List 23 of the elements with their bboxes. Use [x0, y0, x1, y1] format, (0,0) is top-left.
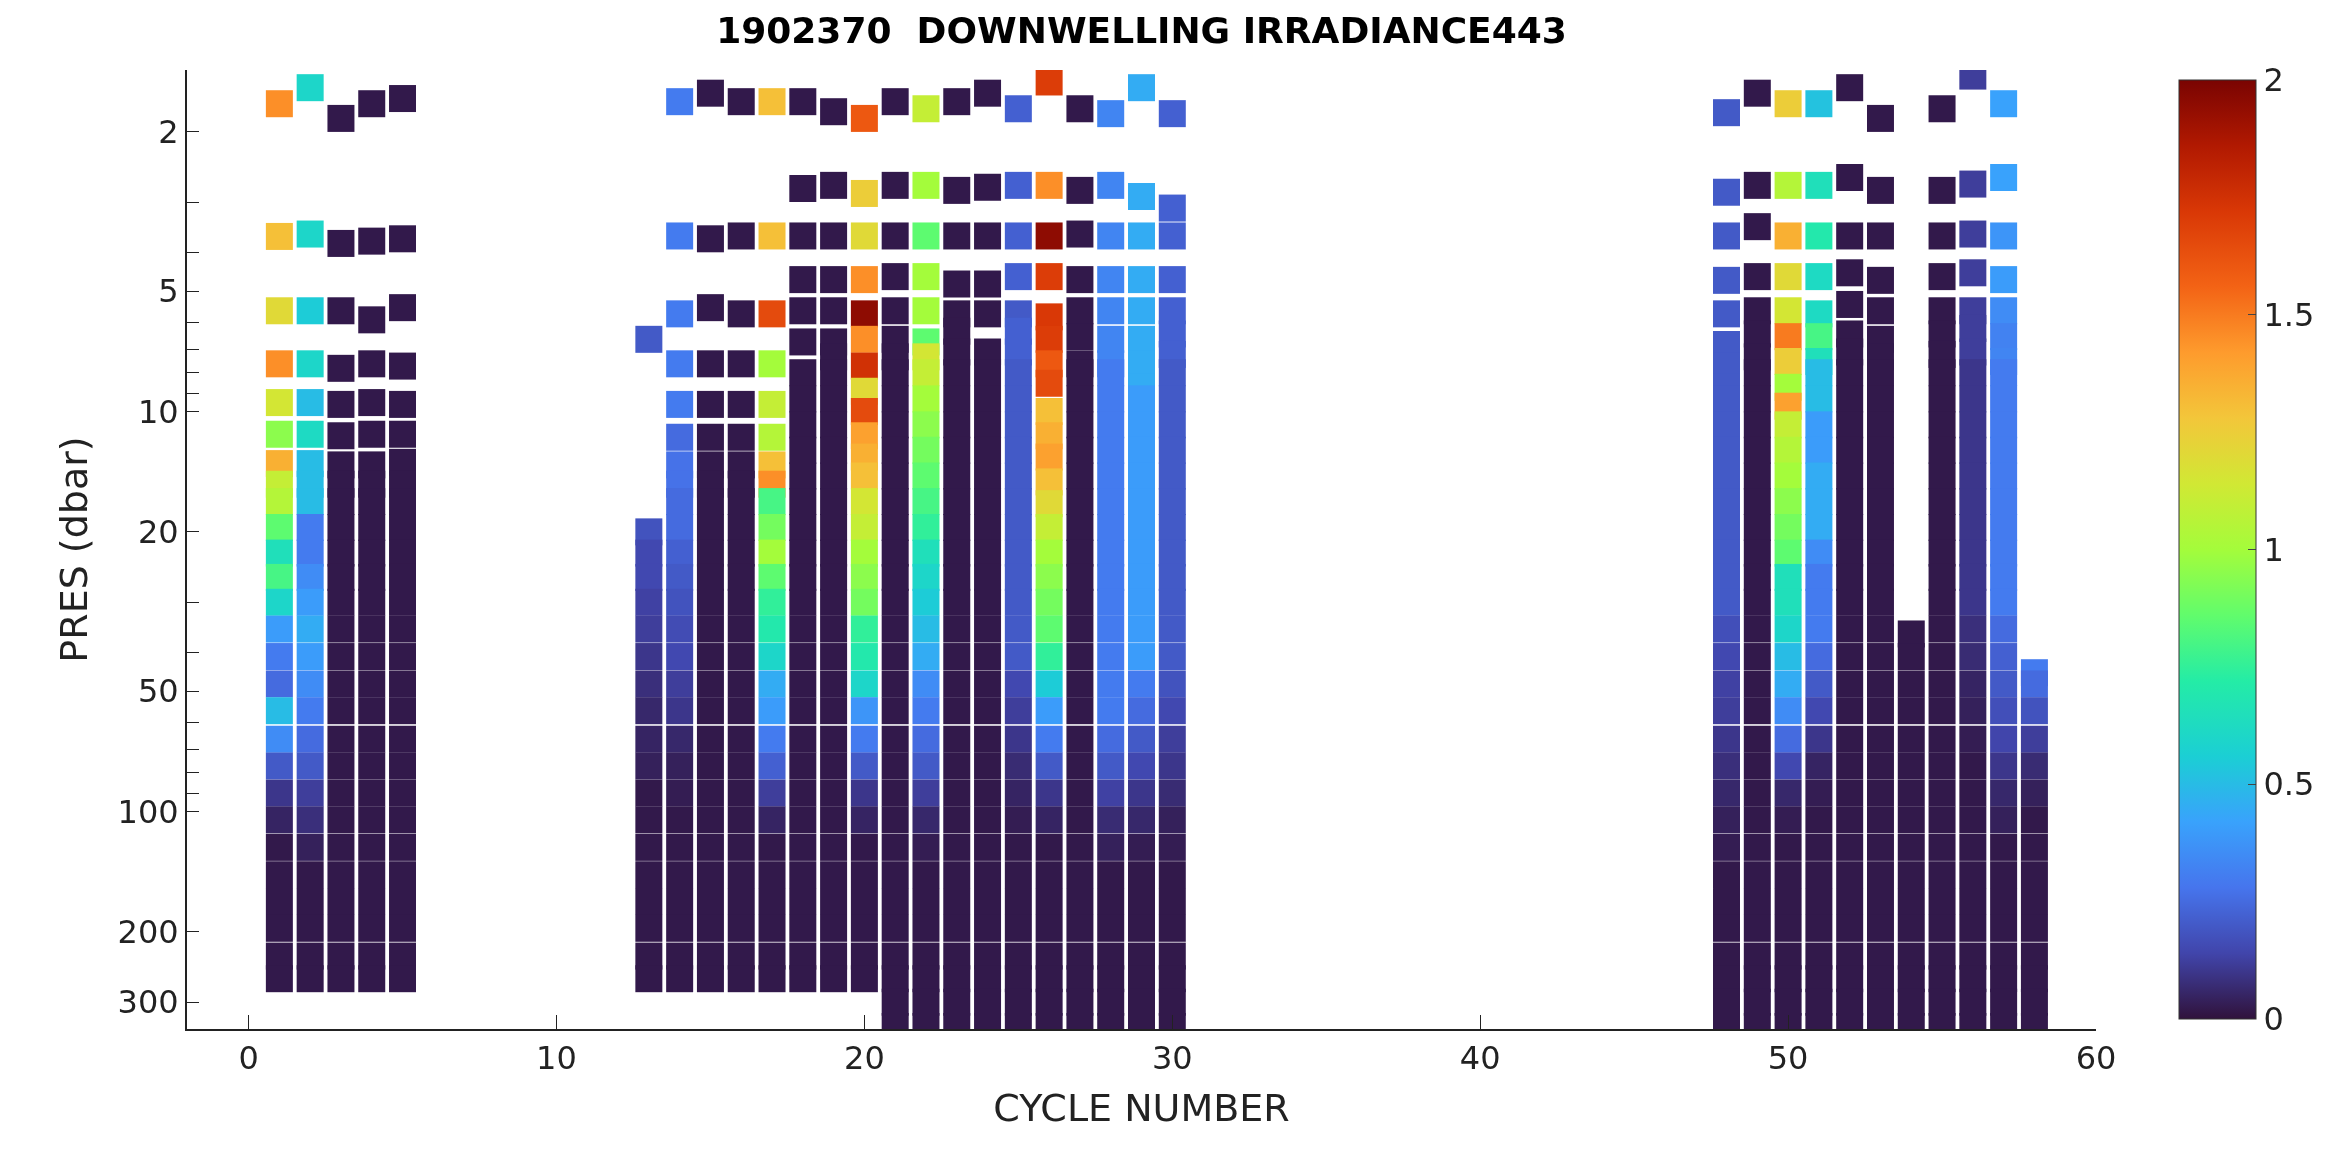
- x-tick-label: 40: [1459, 1039, 1501, 1078]
- color-bar-label: 1: [2263, 530, 2284, 569]
- color-bar-label: 1.5: [2263, 295, 2315, 334]
- y-tick-label: 10: [137, 392, 179, 431]
- y-tick-label: 300: [117, 983, 179, 1022]
- y-tick-label: 5: [158, 272, 179, 311]
- x-tick-label: 20: [844, 1039, 885, 1078]
- x-tick-label: 50: [1767, 1039, 1809, 1078]
- x-axis-title: CYCLE NUMBER: [993, 1086, 1290, 1130]
- x-tick-label: 30: [1151, 1039, 1193, 1078]
- x-tick-label: 60: [2075, 1039, 2117, 1078]
- color-bar-label: 0.5: [2263, 765, 2315, 804]
- color-bar-label: 2: [2263, 61, 2284, 100]
- y-tick-label: 20: [137, 513, 179, 552]
- x-tick-label: 10: [536, 1039, 577, 1078]
- y-tick-label: 2: [158, 113, 179, 152]
- y-tick-label: 50: [137, 672, 179, 711]
- y-tick-label: 200: [117, 913, 179, 951]
- x-tick-label: 0: [238, 1039, 259, 1078]
- color-bar-label: 0: [2263, 1000, 2284, 1039]
- y-axis-title: PRES (dbar): [52, 436, 97, 663]
- chart-title: 1902370 DOWNWELLING IRRADIANCE443: [716, 9, 1567, 51]
- y-tick-label: 100: [117, 792, 179, 831]
